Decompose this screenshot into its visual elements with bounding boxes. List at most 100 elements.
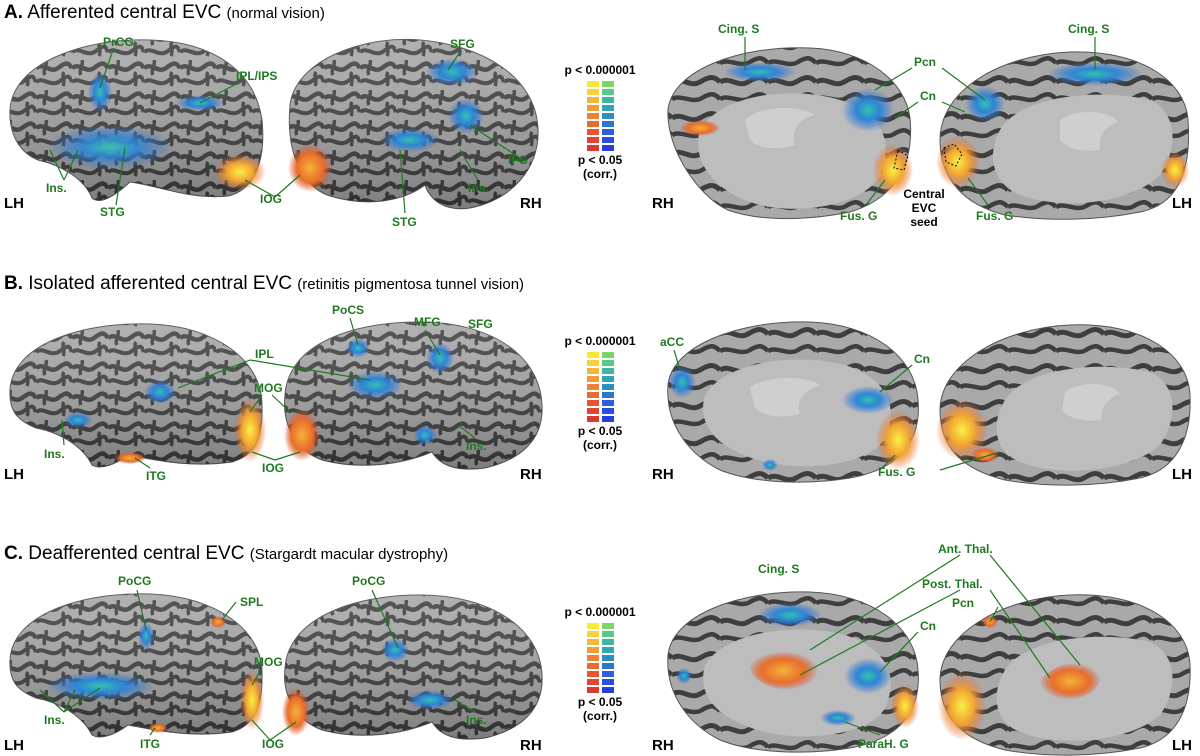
colorbar-swatch: [586, 647, 599, 653]
label-c-pcn: Pcn: [952, 596, 974, 610]
colorbar-swatch: [601, 352, 614, 358]
brain-c-lh-medial: [938, 594, 1191, 756]
colorbar-swatch: [586, 137, 599, 143]
panel-b-title: B. Isolated afferented central EVC (reti…: [4, 273, 524, 295]
colorbar-swatch: [601, 113, 614, 119]
label-a-fusg-lh: Fus. G: [976, 209, 1013, 223]
colorbar-swatch: [601, 408, 614, 414]
colorbar-swatch: [586, 671, 599, 677]
hemi-a-2: RH: [520, 195, 542, 212]
label-c-ins-lh: Ins.: [44, 713, 65, 727]
panel-a-subtitle: (normal vision): [226, 5, 325, 22]
colorbar-swatch: [601, 671, 614, 677]
colorbar-swatch: [586, 687, 599, 693]
colorbar-swatch: [586, 655, 599, 661]
label-a-ipl-ips: IPL/IPS: [236, 69, 277, 83]
colorbar-swatch: [586, 416, 599, 422]
colorbar-swatch: [586, 81, 599, 87]
label-c-spl: SPL: [240, 595, 263, 609]
label-a-ins-rh: Ins.: [468, 181, 489, 195]
label-c-ins-rh: Ins.: [466, 713, 487, 727]
colorbar-a-bottom-2: (corr.): [582, 167, 617, 181]
hemi-c-4: LH: [1172, 737, 1192, 754]
colorbar-swatch: [601, 392, 614, 398]
label-a-fusg-rh: Fus. G: [840, 209, 877, 223]
colorbar-a-warm: [586, 81, 599, 151]
colorbar-swatch: [586, 384, 599, 390]
panel-c-subtitle: (Stargardt macular dystrophy): [249, 546, 449, 563]
label-b-pocs: PoCS: [332, 303, 364, 317]
colorbar-b-warm: [586, 352, 599, 422]
colorbar-swatch: [601, 663, 614, 669]
colorbar-swatch: [601, 623, 614, 629]
label-c-cing-s: Cing. S: [758, 562, 799, 576]
colorbar-c-swatches: [545, 623, 655, 693]
label-seed-3: seed: [910, 215, 937, 229]
label-c-pocg-lh: PoCG: [118, 574, 151, 588]
label-a-prcg: PrCG: [103, 35, 134, 49]
colorbar-swatch: [601, 687, 614, 693]
panel-c: [9, 591, 1191, 756]
label-seed-2: EVC: [912, 201, 937, 215]
brain-b-rh-medial: [667, 321, 920, 483]
colorbar-swatch: [601, 121, 614, 127]
brain-b-lh-medial: [936, 324, 1191, 486]
panel-b-main: Isolated afferented central EVC: [28, 273, 292, 294]
label-b-mfg: MFG: [414, 315, 441, 329]
label-b-ipl: IPL: [255, 347, 274, 361]
region-labels-b: PoCS MFG SFG IPL MOG Ins. ITG IOG Ins. a…: [44, 303, 930, 483]
label-b-acc: aCC: [660, 335, 684, 349]
colorbar-swatch: [586, 408, 599, 414]
label-b-fusg: Fus. G: [878, 465, 915, 479]
colorbar-c-bottom-2: (corr.): [582, 709, 617, 723]
colorbar-swatch: [601, 679, 614, 685]
label-a-stg-lh: STG: [100, 205, 125, 219]
colorbar-swatch: [601, 655, 614, 661]
label-a-pcn: Pcn: [914, 55, 936, 69]
brain-a-lh-medial: [936, 51, 1190, 220]
colorbar-a-top: p < 0.000001: [564, 63, 636, 77]
panel-c-title: C. Deafferented central EVC (Stargardt m…: [4, 543, 448, 565]
colorbar-swatch: [601, 81, 614, 87]
label-a-stg-rh: STG: [392, 215, 417, 229]
colorbar-swatch: [586, 113, 599, 119]
colorbar-swatch: [601, 384, 614, 390]
colorbar-b-top: p < 0.000001: [564, 334, 636, 348]
seed-label: Central EVC seed: [903, 187, 944, 229]
colorbar-swatch: [586, 97, 599, 103]
brain-a-rh-lateral: [288, 38, 539, 210]
colorbar-swatch: [601, 376, 614, 382]
colorbar-swatch: [586, 352, 599, 358]
brain-a-lh-lateral: [9, 39, 266, 201]
brain-b-rh-lateral: [284, 321, 543, 470]
label-a-ifg: IFG: [508, 153, 528, 167]
colorbar-c-warm: [586, 623, 599, 693]
colorbar-c-top: p < 0.000001: [564, 605, 636, 619]
colorbar-swatch: [586, 145, 599, 151]
colorbar-b-cool: [601, 352, 614, 422]
colorbar-swatch: [601, 647, 614, 653]
hemi-c-1: LH: [4, 737, 24, 754]
label-a-cing-s-lh: Cing. S: [1068, 22, 1109, 36]
hemi-c-3: RH: [652, 737, 674, 754]
leader-lines: [39, 37, 1096, 741]
colorbar-b-swatches: [545, 352, 655, 422]
label-c-ant-thal: Ant. Thal.: [938, 542, 993, 556]
colorbar-b: p < 0.000001 p < 0.05 (corr.): [545, 334, 655, 452]
label-b-sfg: SFG: [468, 317, 493, 331]
brain-c-lh-lateral: [9, 593, 264, 738]
region-labels: PrCG IPL/IPS SFG Ins. STG IOG STG Ins. I…: [46, 22, 1109, 229]
label-b-mog: MOG: [254, 381, 283, 395]
hemi-a-4: LH: [1172, 195, 1192, 212]
colorbar-a: p < 0.000001 p < 0.05 (corr.): [545, 63, 655, 181]
colorbar-swatch: [586, 368, 599, 374]
brain-c-rh-lateral: [282, 594, 543, 740]
colorbar-swatch: [586, 376, 599, 382]
label-a-cn: Cn: [920, 89, 936, 103]
colorbar-swatch: [586, 392, 599, 398]
colorbar-swatch: [601, 137, 614, 143]
colorbar-swatch: [601, 400, 614, 406]
hemi-b-3: RH: [652, 466, 674, 483]
colorbar-swatch: [586, 663, 599, 669]
label-c-iog: IOG: [262, 737, 284, 751]
